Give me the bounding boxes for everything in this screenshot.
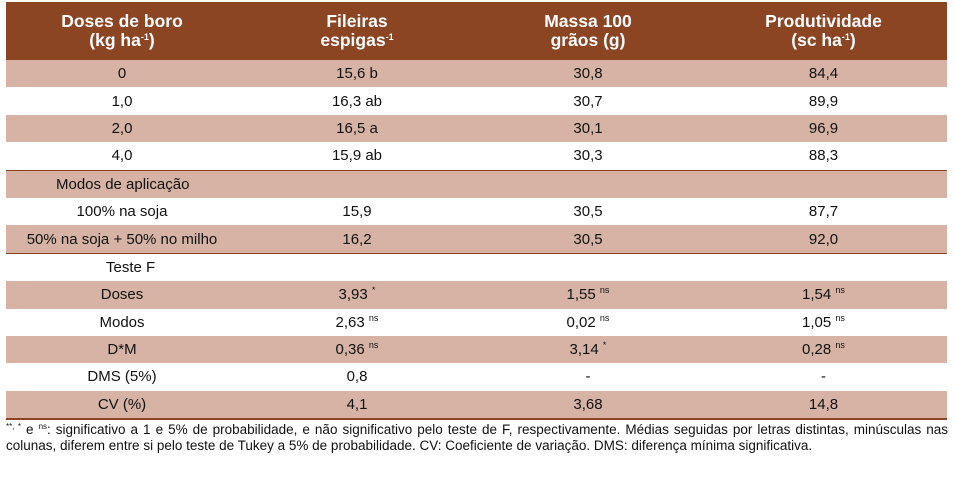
- section-label: Modos de aplicação: [6, 169, 238, 198]
- row-label: Modos: [6, 308, 238, 336]
- header-doses: Doses de boro (kg ha-1): [6, 2, 238, 60]
- cell-produtividade: 96,9: [700, 114, 947, 143]
- cell-fileiras: 15,9: [238, 197, 476, 226]
- cell-fileiras: 0,8: [238, 363, 476, 391]
- cell-massa: 30,5: [476, 197, 700, 226]
- cell-fileiras: 15,6 b: [238, 60, 476, 88]
- row-label: 2,0: [6, 114, 238, 143]
- section-row-modos: Modos de aplicação: [6, 169, 947, 198]
- cell-produtividade: 0,28 ns: [700, 335, 947, 364]
- section-label: Teste F: [6, 252, 238, 282]
- table-row: D*M 0,36 ns 3,14 * 0,28 ns: [6, 335, 947, 364]
- row-label: 100% na soja: [6, 197, 238, 226]
- cell-fileiras: 16,5 a: [238, 114, 476, 143]
- table-footnote: **, * e ns: significativo a 1 e 5% de pr…: [6, 422, 948, 453]
- cell-produtividade: 1,54 ns: [700, 281, 947, 309]
- cell-fileiras: 15,9 ab: [238, 142, 476, 171]
- table-row: Doses 3,93 * 1,55 ns 1,54 ns: [6, 281, 947, 309]
- row-label: 0: [6, 60, 238, 88]
- table-row: DMS (5%) 0,8 - -: [6, 363, 947, 391]
- table-row: 1,0 16,3 ab 30,7 89,9: [6, 87, 947, 115]
- cell-massa: 30,7: [476, 87, 700, 115]
- row-label: CV (%): [6, 390, 238, 421]
- cell-massa: 30,8: [476, 60, 700, 88]
- cell-massa: 30,1: [476, 114, 700, 143]
- cell-produtividade: 1,05 ns: [700, 308, 947, 336]
- cell-massa: 0,02 ns: [476, 308, 700, 336]
- cell-produtividade: 84,4: [700, 60, 947, 88]
- row-label: 4,0: [6, 142, 238, 171]
- table-row: 2,0 16,5 a 30,1 96,9: [6, 114, 947, 143]
- table-row: 0 15,6 b 30,8 84,4: [6, 60, 947, 88]
- row-label: Doses: [6, 281, 238, 309]
- section-row-teste-f: Teste F: [6, 252, 947, 282]
- table-row: 4,0 15,9 ab 30,3 88,3: [6, 142, 947, 171]
- table-row: CV (%) 4,1 3,68 14,8: [6, 390, 947, 421]
- cell-fileiras: 3,93 *: [238, 281, 476, 309]
- row-label: 50% na soja + 50% no milho: [6, 225, 238, 254]
- cell-fileiras: 16,3 ab: [238, 87, 476, 115]
- header-produtividade: Produtividade (sc ha-1): [700, 2, 947, 60]
- cell-fileiras: 4,1: [238, 390, 476, 421]
- header-massa: Massa 100 grãos (g): [476, 2, 700, 60]
- cell-produtividade: 92,0: [700, 225, 947, 254]
- header-row: Doses de boro (kg ha-1) Fileiras espigas…: [6, 2, 947, 60]
- cell-fileiras: 0,36 ns: [238, 335, 476, 364]
- table-row: 50% na soja + 50% no milho 16,2 30,5 92,…: [6, 225, 947, 254]
- row-label: DMS (5%): [6, 363, 238, 391]
- table-row: 100% na soja 15,9 30,5 87,7: [6, 197, 947, 226]
- cell-massa: 3,14 *: [476, 335, 700, 364]
- row-label: D*M: [6, 335, 238, 364]
- cell-produtividade: 89,9: [700, 87, 947, 115]
- cell-massa: 3,68: [476, 390, 700, 421]
- cell-produtividade: 88,3: [700, 142, 947, 171]
- table-row: Modos 2,63 ns 0,02 ns 1,05 ns: [6, 308, 947, 336]
- cell-fileiras: 16,2: [238, 225, 476, 254]
- cell-produtividade: 14,8: [700, 390, 947, 421]
- header-fileiras: Fileiras espigas-1: [238, 2, 476, 60]
- cell-massa: -: [476, 363, 700, 391]
- results-table: Doses de boro (kg ha-1) Fileiras espigas…: [6, 2, 947, 421]
- cell-massa: 30,5: [476, 225, 700, 254]
- cell-massa: 30,3: [476, 142, 700, 171]
- cell-produtividade: -: [700, 363, 947, 391]
- cell-fileiras: 2,63 ns: [238, 308, 476, 336]
- cell-produtividade: 87,7: [700, 197, 947, 226]
- row-label: 1,0: [6, 87, 238, 115]
- cell-massa: 1,55 ns: [476, 281, 700, 309]
